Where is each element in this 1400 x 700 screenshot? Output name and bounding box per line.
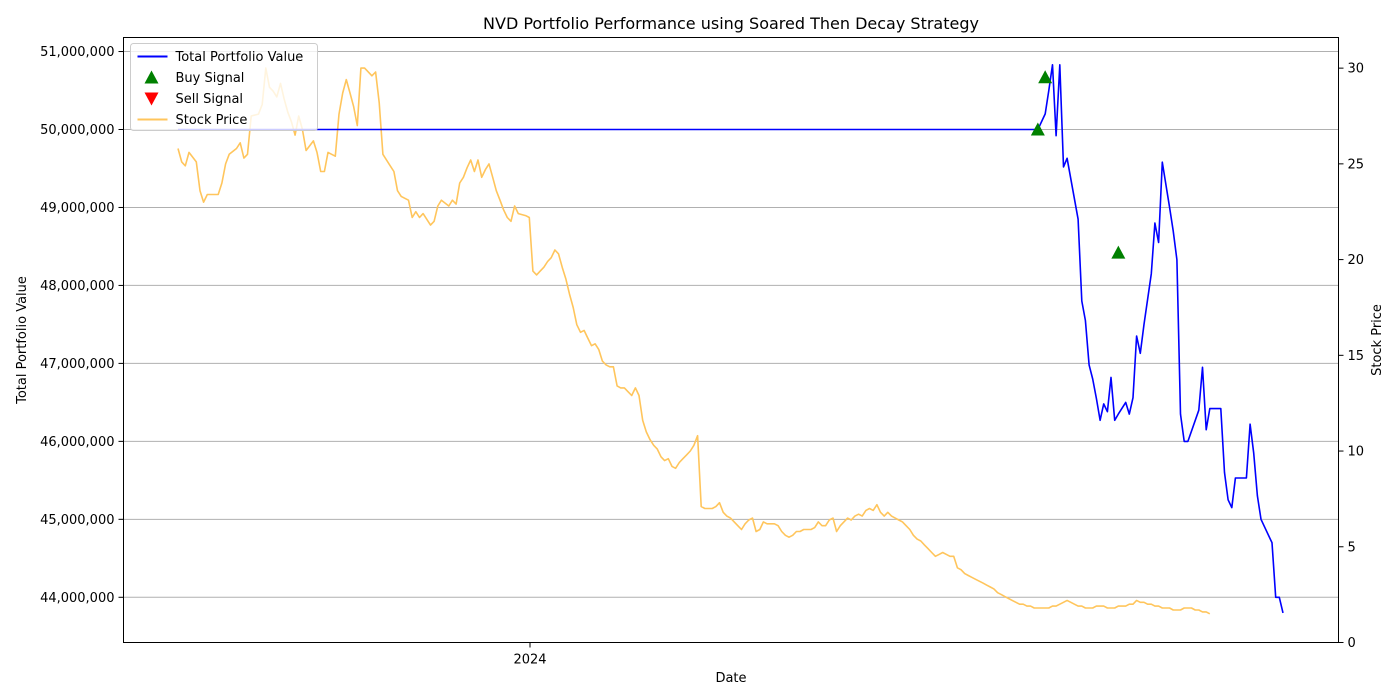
legend-sell-swatch <box>144 92 159 106</box>
portfolio-value-line <box>178 64 1284 614</box>
legend: Total Portfolio Value Buy Signal Sell Sign… <box>130 43 318 131</box>
y-axis-right-label: Stock Price <box>1370 304 1385 376</box>
y-tick-label-left: 49,000,000 <box>40 201 114 216</box>
y-tick-label-right: 25 <box>1348 157 1365 172</box>
y-tick-label-left: 44,000,000 <box>40 591 114 606</box>
legend-label: Sell Signal <box>176 92 244 107</box>
y-tick-label-left: 51,000,000 <box>40 45 114 60</box>
portfolio-value-layer <box>178 64 1284 614</box>
y-tick-label-left: 46,000,000 <box>40 435 114 450</box>
legend-label: Total Portfolio Value <box>175 50 304 65</box>
legend-label: Stock Price <box>176 113 248 128</box>
y-tick-label-left: 47,000,000 <box>40 357 114 372</box>
y-tick-label-left: 48,000,000 <box>40 279 114 294</box>
x-tick-label: 2024 <box>513 653 546 668</box>
signal-markers <box>1030 70 1126 259</box>
legend-label: Buy Signal <box>176 71 245 86</box>
y-tick-label-left: 45,000,000 <box>40 513 114 528</box>
y-axis-right: 0 5 10 15 20 25 30 <box>1338 62 1365 651</box>
y-axis-left-label: Total Portfolio Value <box>15 276 30 405</box>
y-tick-label-right: 5 <box>1348 540 1356 555</box>
buy-signal-marker <box>1111 245 1126 259</box>
y-axis-left: 44,000,000 45,000,000 46,000,000 47,000,000… <box>40 45 124 606</box>
x-axis: 2024 <box>513 642 547 668</box>
grid-lines <box>123 51 1339 598</box>
legend-buy-swatch <box>144 70 159 84</box>
y-tick-label-left: 50,000,000 <box>40 123 114 138</box>
y-tick-label-right: 30 <box>1348 62 1365 77</box>
buy-signal-marker <box>1038 70 1053 84</box>
legend-box <box>130 43 318 131</box>
plot-area-frame <box>123 37 1339 643</box>
x-axis-label: Date <box>715 671 746 686</box>
y-tick-label-right: 15 <box>1348 349 1365 364</box>
chart-title: NVD Portfolio Performance using Soared T… <box>483 14 979 33</box>
y-tick-label-right: 10 <box>1348 445 1365 460</box>
y-tick-label-right: 20 <box>1348 253 1365 268</box>
stock-price-line <box>177 67 1211 615</box>
buy-signal-marker <box>1030 122 1045 136</box>
stock-price-layer <box>177 67 1211 615</box>
y-tick-label-right: 0 <box>1348 636 1356 651</box>
